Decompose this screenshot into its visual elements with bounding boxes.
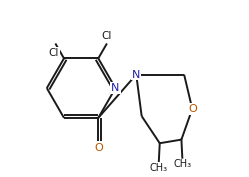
Text: Cl: Cl (101, 31, 112, 41)
Text: O: O (94, 143, 103, 153)
Text: N: N (132, 70, 140, 80)
Text: CH₃: CH₃ (150, 163, 168, 173)
Text: N: N (111, 83, 120, 93)
Text: CH₃: CH₃ (173, 159, 191, 170)
Text: Cl: Cl (49, 48, 59, 58)
Text: O: O (188, 104, 197, 114)
